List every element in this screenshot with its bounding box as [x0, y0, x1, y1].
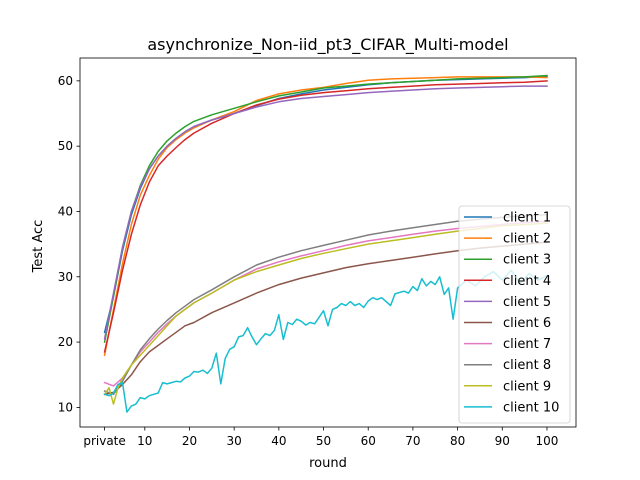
x-tick-label: 20: [182, 434, 197, 448]
x-tick-label: 100: [536, 434, 559, 448]
legend-box: [458, 205, 571, 424]
axes-frame: [79, 57, 577, 428]
series-line-client-2: [103, 76, 548, 357]
legend-label-client-6: client 6: [503, 316, 551, 331]
y-axis-label: Test Acc: [31, 220, 46, 274]
y-tick-label: 20: [58, 335, 73, 349]
y-tick-label: 10: [58, 400, 73, 414]
legend-label-client-9: client 9: [503, 379, 551, 394]
y-tick-label: 60: [58, 74, 73, 88]
x-tick-label: 70: [405, 434, 420, 448]
x-tick-label: 30: [227, 434, 242, 448]
x-axis-label: round: [309, 456, 347, 471]
y-tick-label: 50: [58, 139, 73, 153]
x-tick-label: 40: [271, 434, 286, 448]
x-tick-label: 60: [361, 434, 376, 448]
legend-label-client-8: client 8: [503, 358, 551, 373]
x-tick-label: 10: [137, 434, 152, 448]
plot-area: [103, 74, 549, 413]
legend-label-client-1: client 1: [503, 211, 551, 226]
x-tick-label: private: [83, 434, 125, 448]
legend-label-client-7: client 7: [503, 337, 551, 352]
chart-title: asynchronize_Non-iid_pt3_CIFAR_Multi-mod…: [147, 35, 508, 55]
series-line-client-5: [103, 85, 548, 340]
x-tick-label: 50: [316, 434, 331, 448]
series-line-client-7: [103, 220, 548, 387]
series-line-client-3: [103, 74, 548, 343]
series-line-client-4: [103, 80, 548, 353]
series-line-client-10: [103, 269, 549, 413]
x-tick-label: 90: [495, 434, 510, 448]
series-line-client-9: [103, 222, 548, 405]
y-tick-label: 40: [58, 204, 73, 218]
y-tick-label: 30: [58, 270, 73, 284]
legend-label-client-2: client 2: [503, 232, 551, 247]
legend-label-client-3: client 3: [503, 253, 551, 268]
legend-label-client-5: client 5: [503, 295, 551, 310]
legend-label-client-4: client 4: [503, 274, 551, 289]
legend-label-client-10: client 10: [503, 400, 559, 415]
axes: private 10 20 30 40 50 60 70 80 90 100 10 20 30 40 50 60: [58, 57, 577, 448]
legend: client 1 client 2 client 3 client 4 client 5…: [458, 205, 571, 424]
x-tick-label: 80: [450, 434, 465, 448]
series-line-client-8: [103, 213, 548, 396]
series-line-client-6: [103, 241, 548, 396]
